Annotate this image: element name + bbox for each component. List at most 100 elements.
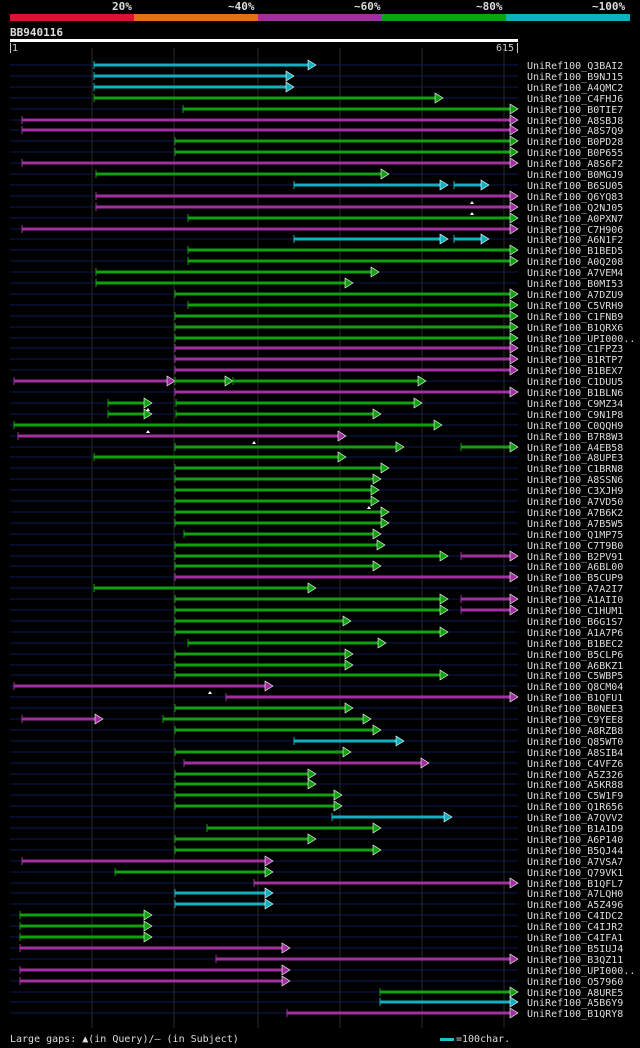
hit-label[interactable]: UniRef100_B1BED5	[527, 246, 623, 257]
hit-label[interactable]: UniRef100_UPI000..	[527, 334, 635, 345]
hit-label[interactable]: UniRef100_A6N1F2	[527, 235, 623, 246]
hit-label[interactable]: UniRef100_A6P140	[527, 835, 623, 846]
hit-label[interactable]: UniRef100_O57960	[527, 977, 623, 988]
hit-segment-arrow	[337, 430, 347, 442]
hit-label[interactable]: UniRef100_A8SBJ8	[527, 116, 623, 127]
hit-label[interactable]: UniRef100_B9NJ15	[527, 72, 623, 83]
hit-label[interactable]: UniRef100_A0PXN7	[527, 214, 623, 225]
hit-label[interactable]: UniRef100_A7A2I7	[527, 584, 623, 595]
hit-label[interactable]: UniRef100_A7VEM4	[527, 268, 623, 279]
hit-label[interactable]: UniRef100_C1FPZ3	[527, 344, 623, 355]
hit-label[interactable]: UniRef100_B0MGJ9	[527, 170, 623, 181]
hit-label[interactable]: UniRef100_UPI000..	[527, 966, 635, 977]
hit-label[interactable]: UniRef100_A8URE5	[527, 988, 623, 999]
hit-label[interactable]: UniRef100_B0NEE3	[527, 704, 623, 715]
hit-label[interactable]: UniRef100_C4FHJ6	[527, 94, 623, 105]
hit-label[interactable]: UniRef100_B6SU05	[527, 181, 623, 192]
hit-label[interactable]: UniRef100_B5QJ44	[527, 846, 623, 857]
hit-label[interactable]: UniRef100_C4IDC2	[527, 911, 623, 922]
footer-scale-legend: =100char.	[440, 1034, 510, 1045]
hit-label[interactable]: UniRef100_C5VRH9	[527, 301, 623, 312]
hit-label[interactable]: UniRef100_A5Z326	[527, 770, 623, 781]
hit-label[interactable]: UniRef100_B1QRY8	[527, 1009, 623, 1020]
hit-label[interactable]: UniRef100_B1BLN6	[527, 388, 623, 399]
hit-label[interactable]: UniRef100_Q1MP75	[527, 530, 623, 541]
hit-label[interactable]: UniRef100_A4QMC2	[527, 83, 623, 94]
hit-label[interactable]: UniRef100_C1BRN8	[527, 464, 623, 475]
hit-label[interactable]: UniRef100_C4IFA1	[527, 933, 623, 944]
hit-segment-arrow	[439, 233, 449, 245]
hit-segment-arrow	[372, 822, 382, 834]
hit-label[interactable]: UniRef100_C1HUM1	[527, 606, 623, 617]
query-end-label: 615	[496, 43, 515, 54]
hit-segment-arrow	[307, 833, 317, 845]
hit-label[interactable]: UniRef100_A5B6Y9	[527, 998, 623, 1009]
hit-label[interactable]: UniRef100_A6BKZ1	[527, 661, 623, 672]
hit-label[interactable]: UniRef100_B1A1D9	[527, 824, 623, 835]
hit-label[interactable]: UniRef100_B1QFL7	[527, 879, 623, 890]
hit-label[interactable]: UniRef100_Q85WT0	[527, 737, 623, 748]
hit-label[interactable]: UniRef100_A7B6K2	[527, 508, 623, 519]
hit-label[interactable]: UniRef100_B1BEC2	[527, 639, 623, 650]
hit-label[interactable]: UniRef100_Q2NJ05	[527, 203, 623, 214]
hit-label[interactable]: UniRef100_A7B5W5	[527, 519, 623, 530]
hit-label[interactable]: UniRef100_C5W1F9	[527, 791, 623, 802]
hit-label[interactable]: UniRef100_B0PD28	[527, 137, 623, 148]
hit-label[interactable]: UniRef100_A8S7Q9	[527, 126, 623, 137]
hit-label[interactable]: UniRef100_A7DZU9	[527, 290, 623, 301]
hit-label[interactable]: UniRef100_C9YEE8	[527, 715, 623, 726]
hit-label[interactable]: UniRef100_C7H906	[527, 225, 623, 236]
hit-label[interactable]: UniRef100_Q79VK1	[527, 868, 623, 879]
hit-label[interactable]: UniRef100_A1A7P6	[527, 628, 623, 639]
hit-label[interactable]: UniRef100_Q3BAI2	[527, 61, 623, 72]
hit-label[interactable]: UniRef100_B1QRX6	[527, 323, 623, 334]
hit-label[interactable]: UniRef100_A7QVV2	[527, 813, 623, 824]
hit-label[interactable]: UniRef100_C3XJH9	[527, 486, 623, 497]
hit-segment-arrow	[395, 735, 405, 747]
hit-label[interactable]: UniRef100_C0QQH9	[527, 421, 623, 432]
hit-label[interactable]: UniRef100_B1QFU1	[527, 693, 623, 704]
hit-label[interactable]: UniRef100_A0Q208	[527, 257, 623, 268]
hit-label[interactable]: UniRef100_A8UPE3	[527, 453, 623, 464]
hit-label[interactable]: UniRef100_A7VD50	[527, 497, 623, 508]
hit-label[interactable]: UniRef100_C4VFZ6	[527, 759, 623, 770]
hit-label[interactable]: UniRef100_B5CLP6	[527, 650, 623, 661]
hit-label[interactable]: UniRef100_B2PV91	[527, 552, 623, 563]
hit-label[interactable]: UniRef100_A8SSN6	[527, 475, 623, 486]
hit-label[interactable]: UniRef100_B1RTP7	[527, 355, 623, 366]
hit-label[interactable]: UniRef100_A4EB58	[527, 443, 623, 454]
hit-label[interactable]: UniRef100_C9N1P8	[527, 410, 623, 421]
hit-label[interactable]: UniRef100_B0P655	[527, 148, 623, 159]
hit-segment-arrow	[281, 942, 291, 954]
hit-label[interactable]: UniRef100_B6G1S7	[527, 617, 623, 628]
hit-label[interactable]: UniRef100_A8S6F2	[527, 159, 623, 170]
hit-label[interactable]: UniRef100_B5IUJ4	[527, 944, 623, 955]
hit-label[interactable]: UniRef100_C4IJR2	[527, 922, 623, 933]
hit-label[interactable]: UniRef100_A8SIB4	[527, 748, 623, 759]
hit-label[interactable]: UniRef100_C1FNB9	[527, 312, 623, 323]
hit-label[interactable]: UniRef100_B0MI53	[527, 279, 623, 290]
hit-label[interactable]: UniRef100_Q8CM04	[527, 682, 623, 693]
hit-label[interactable]: UniRef100_A6BL00	[527, 562, 623, 573]
hit-label[interactable]: UniRef100_Q1R656	[527, 802, 623, 813]
hit-label[interactable]: UniRef100_A7VSA7	[527, 857, 623, 868]
hit-segment-arrow	[509, 103, 519, 115]
hit-label[interactable]: UniRef100_B5CUP9	[527, 573, 623, 584]
hit-label[interactable]: UniRef100_A5Z496	[527, 900, 623, 911]
hit-label[interactable]: UniRef100_A5KR88	[527, 780, 623, 791]
hit-label[interactable]: UniRef100_C5WBP5	[527, 671, 623, 682]
hit-segment-arrow	[509, 996, 519, 1008]
hit-label[interactable]: UniRef100_B3QZ11	[527, 955, 623, 966]
hit-label[interactable]: UniRef100_A1AII0	[527, 595, 623, 606]
query-name: BB940116	[10, 26, 63, 39]
hit-label[interactable]: UniRef100_B0TIE7	[527, 105, 623, 116]
hit-label[interactable]: UniRef100_C7T9B0	[527, 541, 623, 552]
hit-label[interactable]: UniRef100_Q6YQ83	[527, 192, 623, 203]
hit-segment-arrow	[509, 146, 519, 158]
hit-label[interactable]: UniRef100_C1DUU5	[527, 377, 623, 388]
hit-label[interactable]: UniRef100_A7LQH0	[527, 889, 623, 900]
hit-label[interactable]: UniRef100_B7R8W3	[527, 432, 623, 443]
hit-label[interactable]: UniRef100_B1BEX7	[527, 366, 623, 377]
hit-label[interactable]: UniRef100_A8RZB8	[527, 726, 623, 737]
hit-label[interactable]: UniRef100_C9MZ34	[527, 399, 623, 410]
